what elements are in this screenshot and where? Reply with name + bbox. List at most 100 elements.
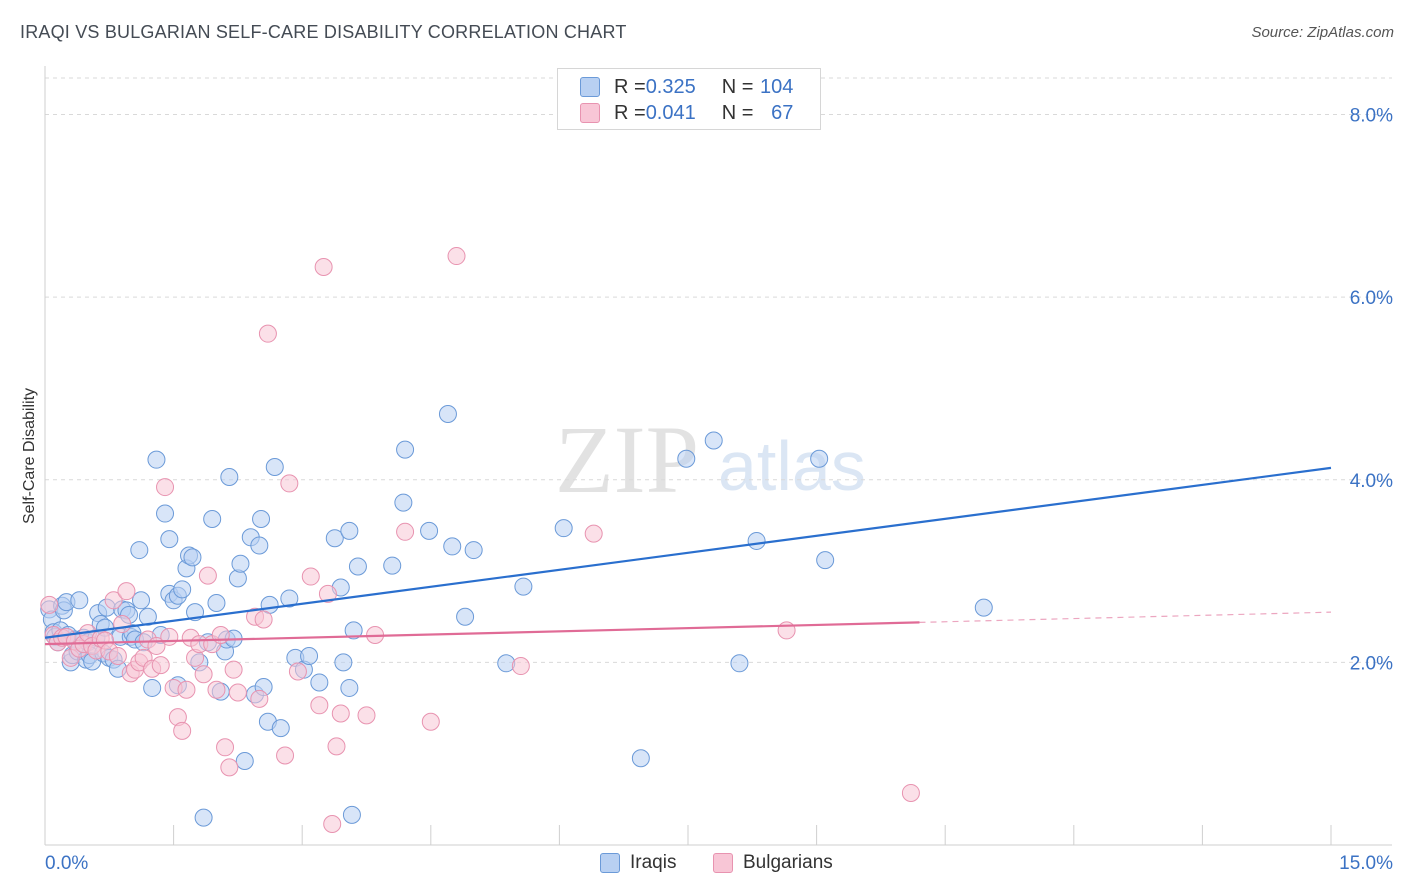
iraqi-point (250, 536, 269, 555)
iraqi-point (383, 556, 402, 575)
correlation-legend: R = 0.325 N = 104 R = 0.041 N = 67 (557, 68, 821, 130)
iraqi-point (340, 521, 359, 540)
iraqi-point (348, 557, 367, 576)
bulgarian-point (216, 738, 235, 757)
bulgarian-point (254, 610, 273, 629)
iraqi-trend-line (44, 466, 1332, 639)
iraqi-point (704, 431, 723, 450)
bulgarian-point (310, 696, 329, 715)
bulgarian-point (901, 783, 920, 802)
bulgarian-point (276, 746, 295, 765)
iraqi-point (271, 719, 290, 738)
iraqi-point (730, 654, 749, 673)
legend-r-value: 0.041 (645, 101, 696, 124)
bulgarian-point (224, 660, 243, 679)
iraqi-point (132, 591, 151, 610)
iraqi-point (183, 548, 202, 567)
bulgarian-point (113, 615, 132, 634)
iraqi-point (70, 591, 89, 610)
source-label: Source: ZipAtlas.com (1251, 24, 1394, 41)
bulgarian-point (40, 595, 59, 614)
legend-r-label: R = (614, 101, 646, 124)
bulgarian-point (288, 662, 307, 681)
bulgarians-legend-label: Bulgarians (743, 852, 833, 873)
iraqi-point (203, 510, 222, 529)
legend-row-iraqis: R = 0.325 N = 104 (580, 75, 793, 99)
iraqi-point (280, 589, 299, 608)
bulgarian-point (327, 737, 346, 756)
iraqi-point (220, 468, 239, 487)
bulgarian-point (194, 665, 213, 684)
legend-n-label: N = (721, 75, 754, 98)
bulgarian-point (331, 704, 350, 723)
iraqis-swatch (580, 77, 600, 97)
legend-n-value: 104 (760, 75, 794, 98)
iraqi-point (300, 646, 319, 665)
iraqis-legend-label: Iraqis (630, 852, 677, 873)
bulgarians-legend-swatch (713, 853, 733, 873)
bulgarian-point (314, 258, 333, 277)
iraqi-point (252, 510, 271, 529)
iraqi-point (235, 751, 254, 770)
iraqi-point (816, 551, 835, 570)
bulgarian-point (108, 646, 127, 665)
iraqi-point (396, 440, 415, 459)
iraqi-point (310, 673, 329, 692)
iraqi-point (334, 653, 353, 672)
legend-n-value: 67 (771, 101, 794, 124)
bulgarian-point (173, 721, 192, 740)
iraqi-point (810, 449, 829, 468)
iraqi-point (514, 577, 533, 596)
iraqi-point (231, 554, 250, 573)
bulgarian-point (177, 680, 196, 699)
iraqi-point (438, 405, 457, 424)
watermark-zip: ZIP (555, 406, 699, 513)
bulgarian-point (584, 524, 603, 543)
bulgarian-point (198, 566, 217, 585)
watermark-atlas: atlas (718, 427, 866, 505)
chart-title: IRAQI VS BULGARIAN SELF-CARE DISABILITY … (20, 22, 627, 42)
bulgarian-point (117, 582, 136, 601)
iraqi-point (394, 493, 413, 512)
legend-r-value: 0.325 (645, 75, 696, 98)
y-tick-label: 4.0% (1350, 471, 1393, 492)
bulgarian-point (250, 689, 269, 708)
bulgarian-point (318, 584, 337, 603)
iraqi-point (265, 457, 284, 476)
bulgarian-point (301, 567, 320, 586)
iraqi-point (143, 678, 162, 697)
bulgarian-point (220, 758, 239, 777)
iraqi-point (747, 531, 766, 550)
iraqi-point (160, 530, 179, 549)
iraqi-point (194, 808, 213, 827)
iraqi-point (173, 580, 192, 599)
iraqis-legend-swatch (600, 853, 620, 873)
bulgarian-point (228, 683, 247, 702)
iraqi-point (420, 521, 439, 540)
legend-item-bulgarians: Bulgarians (713, 852, 833, 874)
iraqi-point (464, 541, 483, 560)
bulgarian-point (207, 680, 226, 699)
iraqi-point (340, 678, 359, 697)
legend-r-label: R = (614, 75, 646, 98)
iraqi-point (974, 598, 993, 617)
bulgarian-point (357, 706, 376, 725)
iraqi-point (130, 541, 149, 560)
bulgarian-point (258, 324, 277, 343)
iraqi-point (228, 569, 247, 588)
bulgarian-trend-line-projection (919, 611, 1332, 623)
x-tick-label: 15.0% (1339, 853, 1393, 874)
iraqi-point (156, 504, 175, 523)
bulgarians-swatch (580, 103, 600, 123)
bulgarian-point (151, 656, 170, 675)
legend-row-bulgarians: R = 0.041 N = 67 (580, 101, 793, 125)
iraqi-point (342, 805, 361, 824)
bulgarian-trend-line (44, 621, 920, 646)
x-tick-label: 0.0% (45, 853, 88, 874)
iraqi-point (677, 449, 696, 468)
bulgarian-point (104, 591, 123, 610)
bulgarian-point (421, 712, 440, 731)
iraqi-point (443, 537, 462, 556)
bulgarian-point (323, 814, 342, 833)
